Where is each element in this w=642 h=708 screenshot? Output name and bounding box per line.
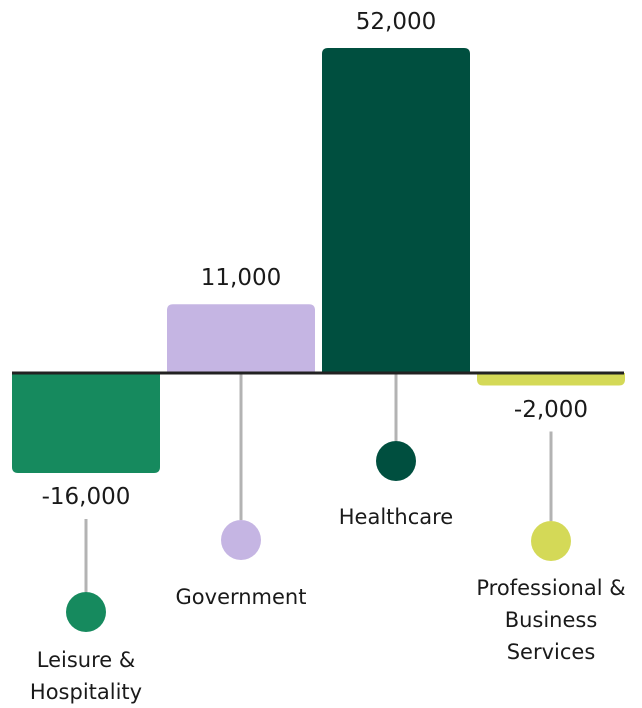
value-label: -2,000	[513, 396, 589, 423]
category-label: Professional & Business Services	[476, 576, 626, 664]
value-label: -16,000	[41, 484, 131, 510]
bar	[322, 48, 470, 373]
marker-dot	[531, 521, 571, 561]
marker-dot	[221, 520, 261, 560]
category-label: Leisure & Hospitality	[29, 648, 143, 704]
bar	[477, 373, 625, 386]
bar	[12, 373, 160, 473]
category-label: Government	[175, 585, 307, 609]
bar	[167, 304, 315, 373]
category-label: Healthcare	[338, 505, 454, 529]
marker-dot	[66, 592, 106, 632]
value-label: 11,000	[200, 265, 282, 292]
value-label: 52,000	[355, 9, 437, 35]
marker-dot	[376, 441, 416, 481]
